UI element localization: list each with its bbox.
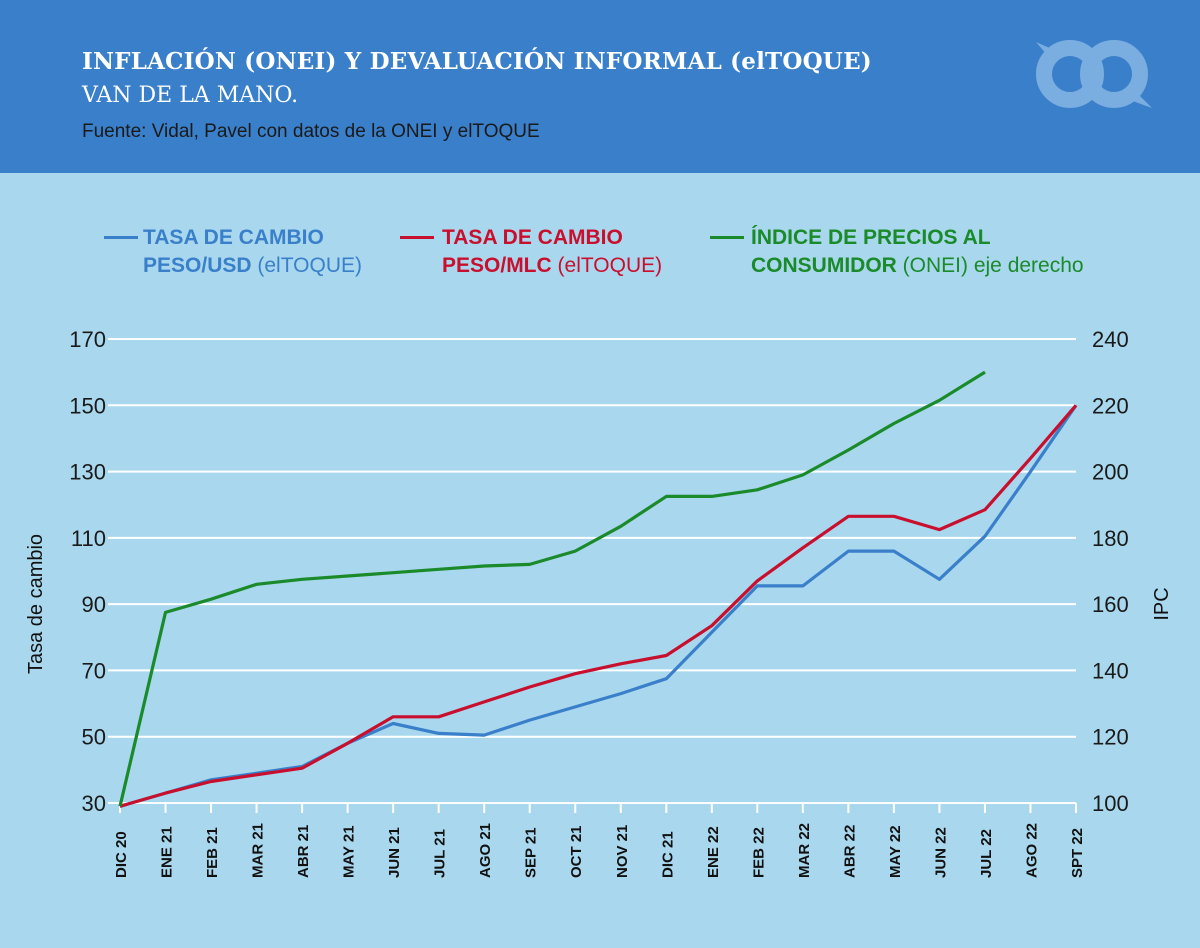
x-tick-label: JUL 22 — [978, 829, 995, 878]
y-tick-label-right: 220 — [1092, 393, 1129, 418]
x-tick-label: FEB 21 — [204, 827, 221, 878]
legend-line1: TASA DE CAMBIO — [143, 226, 324, 249]
legend-swatch-usd — [104, 236, 138, 239]
y-tick-label-right: 140 — [1092, 658, 1129, 683]
legend-label-ipc: ÍNDICE DE PRECIOS AL CONSUMIDOR (ONEI) e… — [751, 224, 1084, 280]
y-tick-label-left: 150 — [69, 393, 106, 418]
eltoque-logo-icon — [1036, 40, 1152, 108]
y-axis-label-right: IPC — [1151, 587, 1173, 620]
legend-line2-bold: PESO/USD — [143, 254, 252, 277]
x-tick-label: MAR 22 — [796, 823, 813, 878]
legend-swatch-mlc — [400, 236, 434, 239]
x-tick-label: MAR 21 — [250, 823, 267, 878]
series-line-0 — [119, 404, 1078, 808]
x-tick-label: JUN 21 — [386, 827, 403, 878]
x-tick-label: JUN 22 — [932, 827, 949, 878]
x-tick-label: OCT 21 — [568, 825, 585, 878]
y-tick-label-left: 70 — [82, 658, 106, 683]
x-tick-label: DIC 20 — [113, 831, 130, 878]
y-tick-label-right: 180 — [1092, 526, 1129, 551]
x-tick-label: DIC 21 — [659, 831, 676, 878]
legend-swatch-ipc — [710, 236, 744, 239]
legend-line2-bold: PESO/MLC — [442, 254, 552, 277]
y-tick-label-right: 120 — [1092, 725, 1129, 750]
y-tick-label-left: 170 — [69, 327, 106, 352]
x-tick-label: SEP 21 — [523, 827, 540, 878]
y-tick-label-left: 30 — [82, 791, 106, 816]
x-tick-label: MAY 22 — [887, 825, 904, 878]
y-tick-label-right: 160 — [1092, 592, 1129, 617]
legend-label-usd: TASA DE CAMBIO PESO/USD (elTOQUE) — [143, 224, 362, 280]
x-tick-label: NOV 21 — [614, 825, 631, 878]
legend-line2-rest: (ONEI) eje derecho — [896, 254, 1084, 277]
legend-line2-bold: CONSUMIDOR — [751, 254, 897, 277]
y-tick-label-right: 200 — [1092, 460, 1129, 485]
x-tick-label: AGO 21 — [477, 823, 494, 878]
x-tick-label: MAY 21 — [341, 825, 358, 878]
y-axis-label-left: Tasa de cambio — [25, 534, 47, 674]
y-tick-label-right: 100 — [1092, 791, 1129, 816]
y-tick-label-left: 130 — [69, 460, 106, 485]
page-title: INFLACIÓN (ONEI) Y DEVALUACIÓN INFORMAL … — [82, 48, 872, 75]
legend-line2-rest: (elTOQUE) — [551, 254, 663, 277]
page-subtitle: VAN DE LA MANO. — [82, 83, 299, 108]
legend-line1: ÍNDICE DE PRECIOS AL — [751, 226, 991, 249]
y-tick-label-right: 240 — [1092, 327, 1129, 352]
legend-line2-rest: (elTOQUE) — [251, 254, 362, 277]
y-tick-label-left: 110 — [71, 526, 106, 551]
legend-line1: TASA DE CAMBIO — [442, 226, 623, 249]
y-tick-label-left: 50 — [82, 725, 106, 750]
x-tick-label: SPT 22 — [1069, 828, 1086, 878]
header-banner: INFLACIÓN (ONEI) Y DEVALUACIÓN INFORMAL … — [0, 0, 1200, 173]
x-tick-label: JUL 21 — [432, 829, 449, 878]
x-tick-label: ENE 22 — [705, 826, 722, 878]
source-note: Fuente: Vidal, Pavel con datos de la ONE… — [82, 121, 540, 142]
x-tick-label: AGO 22 — [1023, 823, 1040, 878]
y-tick-label-left: 90 — [82, 592, 106, 617]
x-tick-label: ABR 21 — [295, 825, 312, 878]
series-line-1 — [119, 404, 1078, 808]
series-line-2 — [118, 370, 986, 807]
x-tick-label: ABR 22 — [841, 825, 858, 878]
x-tick-label: FEB 22 — [750, 827, 767, 878]
x-tick-label: ENE 21 — [159, 826, 176, 878]
legend-label-mlc: TASA DE CAMBIO PESO/MLC (elTOQUE) — [442, 224, 662, 280]
